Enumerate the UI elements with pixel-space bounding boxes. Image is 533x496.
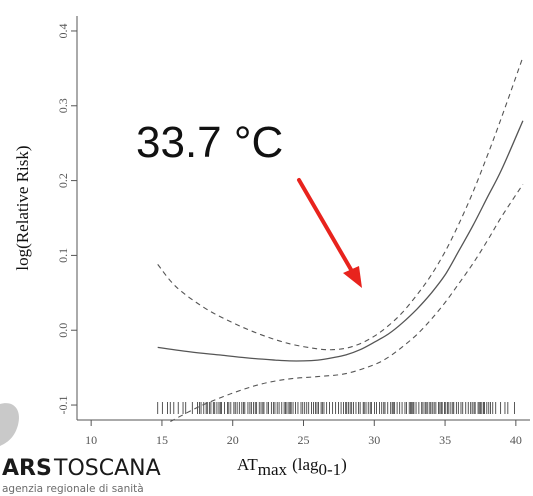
annotation-arrow <box>297 178 362 288</box>
x-tick-label: 30 <box>368 433 380 447</box>
logo-subtitle: agenzia regionale di sanità <box>2 483 144 495</box>
upper-ci-curve <box>157 56 524 351</box>
estimate-curve <box>157 120 524 362</box>
x-tick-label: 15 <box>156 433 168 447</box>
axes: 10 15 20 25 30 35 40 -0.1 0.0 0.1 0.2 0.3 0.4 <box>56 16 530 447</box>
y-tick-label: 0.0 <box>56 323 70 338</box>
y-tick-label: -0.1 <box>56 396 70 415</box>
x-tick-label: 35 <box>439 433 451 447</box>
y-tick-label: 0.1 <box>56 248 70 263</box>
lower-ci-curve <box>170 184 524 422</box>
y-tick-label: 0.3 <box>56 98 70 113</box>
annotation-text: 33.7 °C <box>136 118 283 167</box>
x-tick-label: 40 <box>510 433 522 447</box>
y-tick-label: 0.2 <box>56 173 70 188</box>
y-axis-label: log(Relative Risk) <box>13 145 32 270</box>
x-tick-label: 25 <box>298 433 310 447</box>
y-tick-label: 0.4 <box>56 23 70 38</box>
x-axis-label: ATmax (lag0-1) <box>237 455 347 479</box>
x-rug <box>157 402 516 414</box>
logo-swirl-icon <box>0 403 20 446</box>
ars-toscana-logo: ARS TOSCANA agenzia regionale di sanità <box>0 403 161 495</box>
x-tick-label: 10 <box>85 433 97 447</box>
x-tick-label: 20 <box>227 433 239 447</box>
curves <box>157 56 524 422</box>
logo-toscana: TOSCANA <box>53 456 161 481</box>
logo-ars: ARS <box>2 456 52 481</box>
